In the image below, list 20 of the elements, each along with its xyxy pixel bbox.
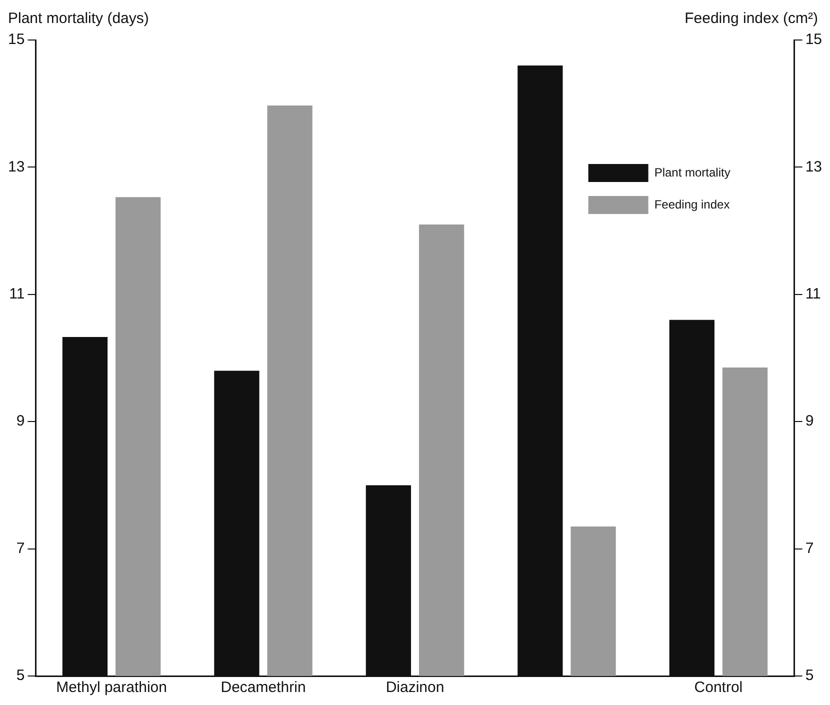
y-axis-title: Plant mortality (days): [8, 10, 149, 27]
legend-label: Feeding index: [654, 197, 730, 212]
legend-label: Plant mortality: [654, 165, 730, 180]
y-tick-label: 7: [16, 540, 25, 557]
y-tick-label: 9: [16, 412, 25, 430]
y-tick-label: 13: [8, 158, 25, 176]
y2-tick-label: 5: [805, 667, 814, 684]
y2-axis-title: Feeding index (cm²): [684, 10, 818, 27]
y-tick-label: 5: [16, 667, 25, 684]
x-tick-label: Control: [694, 679, 743, 696]
y-tick-label: 15: [8, 31, 25, 48]
y2-tick-label: 7: [805, 540, 814, 557]
y2-tick-label: 15: [805, 31, 822, 48]
y2-tick-label: 11: [805, 286, 821, 303]
y-tick-label: 11: [9, 286, 25, 303]
x-tick-label: Diazinon: [386, 679, 444, 696]
x-tick-label: Methyl parathion: [56, 679, 167, 696]
y2-tick-label: 9: [805, 412, 814, 430]
x-tick-label: Decamethrin: [220, 679, 306, 696]
y2-tick-label: 13: [805, 158, 822, 176]
